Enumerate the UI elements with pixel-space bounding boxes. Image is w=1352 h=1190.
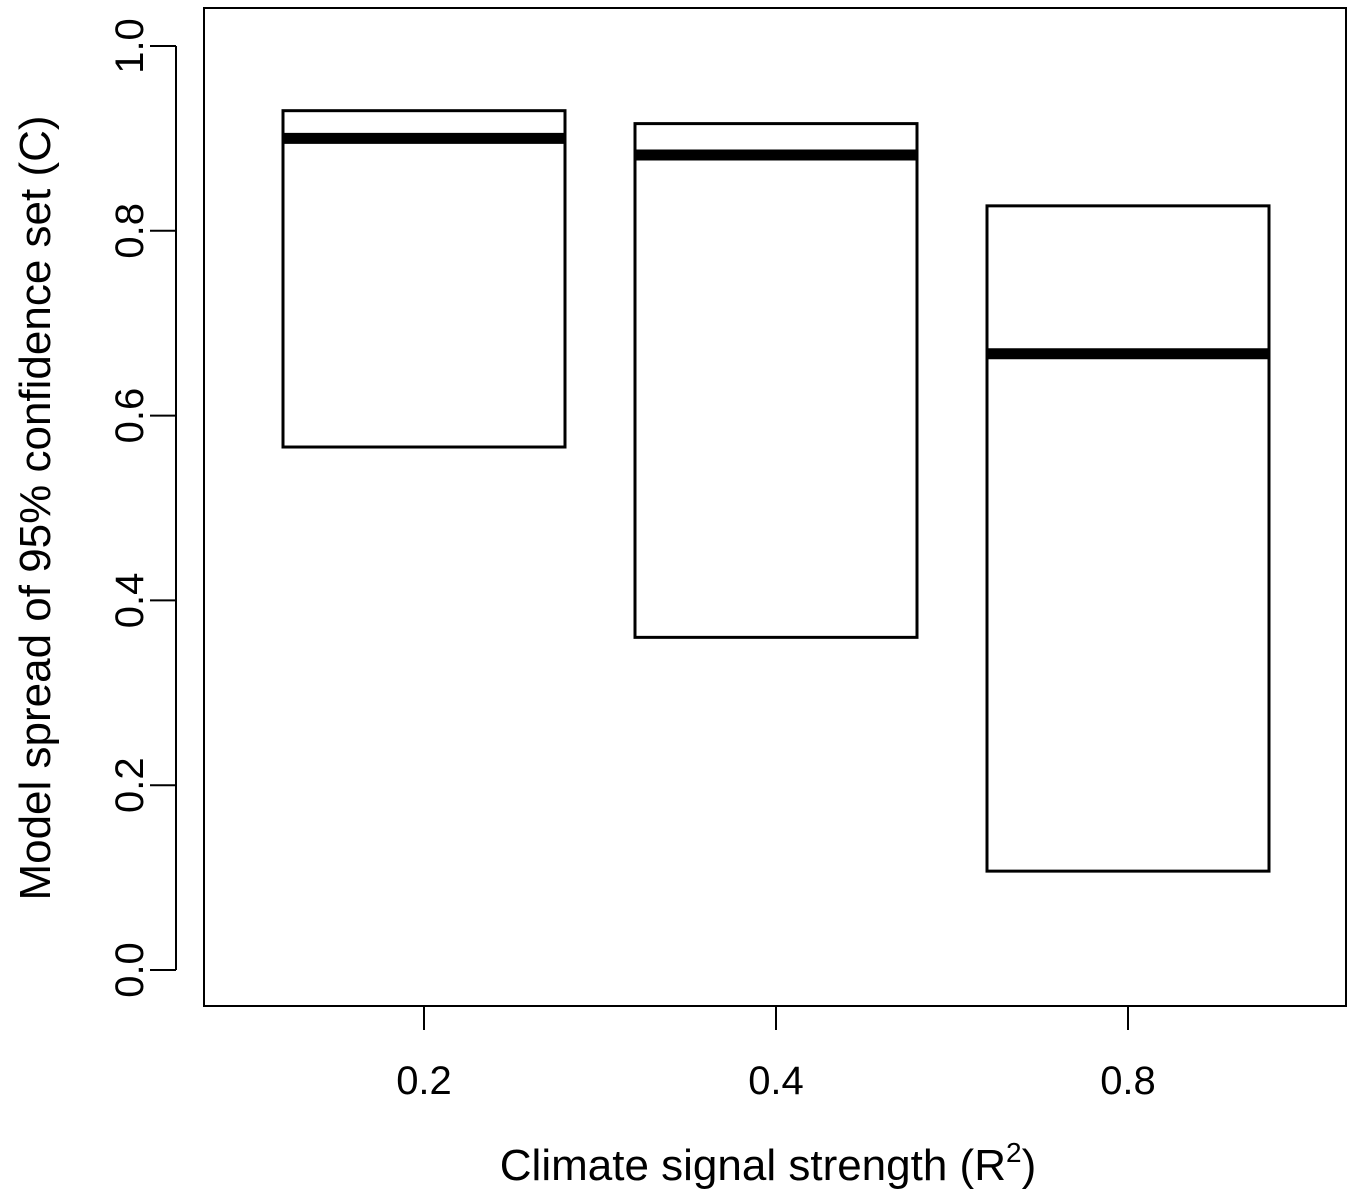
y-axis-title: Model spread of 95% confidence set (C) <box>11 115 60 900</box>
x-axis-title: Climate signal strength (R2) <box>500 1137 1036 1190</box>
box-series <box>281 109 1271 873</box>
x-tick-label: 0.8 <box>1100 1059 1156 1103</box>
x-tick-label: 0.2 <box>396 1059 452 1103</box>
box-0.8 <box>985 204 1271 873</box>
y-tick-label: 0.8 <box>108 203 152 259</box>
y-tick-label: 1.0 <box>108 18 152 74</box>
x-axis-title-superscript: 2 <box>1006 1137 1022 1168</box>
y-axis: 0.0 0.2 0.4 0.6 0.8 1.0 <box>108 18 177 998</box>
y-tick-label: 0.4 <box>108 573 152 629</box>
x-axis: 0.2 0.4 0.8 <box>396 1005 1156 1103</box>
y-tick-label: 0.6 <box>108 388 152 444</box>
y-tick-label: 0.2 <box>108 757 152 813</box>
x-axis-title-end: ) <box>1022 1141 1037 1190</box>
x-tick-label: 0.4 <box>748 1059 804 1103</box>
y-tick-label: 0.0 <box>108 942 152 998</box>
box-0.2 <box>281 109 567 449</box>
box-0.4 <box>633 122 919 639</box>
